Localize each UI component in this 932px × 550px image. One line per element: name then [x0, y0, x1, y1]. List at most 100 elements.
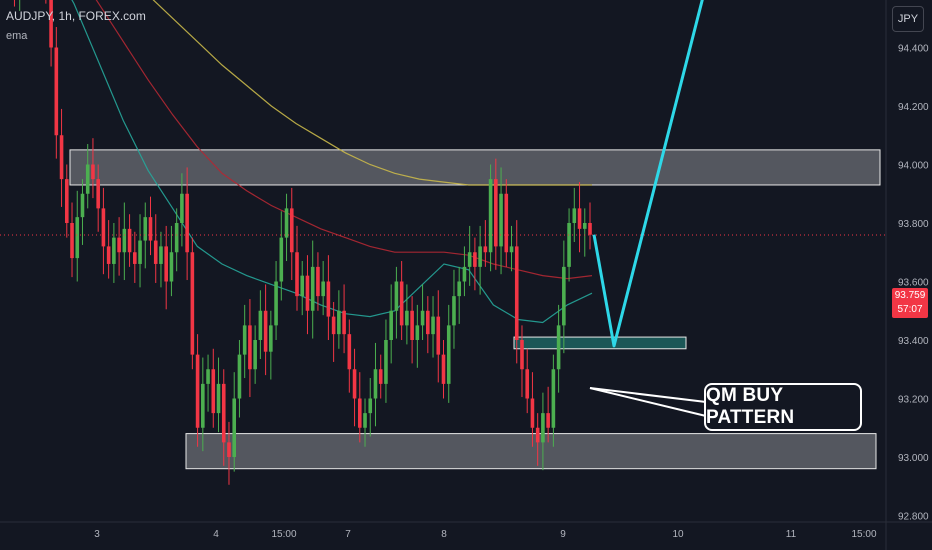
candle-body	[337, 310, 341, 335]
candle-body	[342, 310, 346, 335]
projection-path	[592, 0, 704, 348]
candle-body	[216, 383, 221, 414]
candle-body	[567, 223, 571, 267]
bar-countdown: 57:07	[897, 304, 923, 315]
candle-body	[190, 252, 195, 355]
price-tick-label: 93.200	[898, 395, 929, 406]
candle-body	[232, 398, 237, 457]
candle-body	[274, 281, 278, 326]
candle-body	[572, 208, 577, 223]
candle-body	[446, 325, 451, 384]
candle-body	[352, 369, 357, 399]
price-tick-label: 93.000	[898, 453, 929, 464]
projection-layer	[592, 0, 704, 348]
candle-body	[509, 246, 514, 253]
candle-body	[478, 246, 482, 267]
candle-body	[106, 246, 111, 264]
symbol-title[interactable]: AUDJPY, 1h, FOREX.com	[6, 9, 146, 23]
candle-body	[164, 246, 168, 282]
candle-body	[452, 296, 456, 326]
candle-body	[263, 310, 268, 352]
candle-body	[169, 252, 174, 282]
candle-body	[473, 252, 477, 267]
time-tick-label: 15:00	[271, 529, 296, 540]
candle-body	[462, 266, 467, 282]
candle-body	[551, 369, 556, 428]
candle-body	[122, 228, 127, 253]
candle-body	[180, 193, 184, 223]
candle-body	[494, 179, 498, 247]
candle-body	[410, 310, 414, 340]
candle-body	[85, 164, 90, 194]
indicator-label[interactable]: ema	[6, 30, 28, 42]
candle-body	[54, 47, 59, 136]
candle-body	[483, 246, 488, 253]
candle-body	[426, 310, 430, 335]
candle-body	[541, 413, 545, 443]
price-tick-label: 94.400	[898, 44, 929, 55]
candle-body	[378, 369, 383, 384]
ema-line-3	[152, 0, 592, 186]
candle-body	[289, 208, 294, 253]
candle-body	[504, 193, 509, 253]
candle-body	[148, 217, 153, 241]
candle-body	[112, 237, 116, 264]
time-tick-label: 10	[672, 529, 684, 540]
candle-body	[305, 275, 310, 311]
candle-body	[211, 369, 216, 414]
candle-body	[373, 369, 378, 399]
candle-body	[582, 223, 587, 229]
candle-body	[237, 354, 242, 399]
candle-body	[117, 237, 121, 253]
candle-body	[347, 334, 352, 370]
candle-body	[321, 281, 325, 297]
price-tick-label: 92.800	[898, 512, 929, 523]
candle-body	[535, 427, 540, 443]
pointer-line	[589, 387, 707, 417]
time-axis: 3 4 15:00 7 8 9 10 11 15:00	[94, 529, 877, 540]
time-tick-label: 8	[441, 529, 447, 540]
candle-body	[310, 266, 315, 311]
candle-body	[457, 281, 461, 297]
candle-body	[520, 340, 524, 370]
candle-body	[577, 208, 582, 229]
candle-body	[201, 383, 205, 428]
candle-body	[300, 275, 305, 297]
qm-buy-pattern-label: QM BUY PATTERN	[704, 383, 862, 431]
price-tick-label: 93.800	[898, 219, 929, 230]
candle-body	[159, 246, 163, 264]
annotation-pointer	[589, 387, 707, 417]
candle-body	[556, 325, 561, 370]
candle-body	[467, 252, 472, 267]
candle-body	[248, 325, 252, 370]
candle-body	[70, 223, 74, 259]
candle-body	[75, 217, 80, 259]
candle-body	[530, 398, 535, 428]
time-tick-label: 11	[786, 529, 797, 540]
candle-body	[153, 240, 158, 264]
candle-body	[258, 310, 263, 340]
candle-body	[415, 325, 420, 340]
candle-body	[49, 0, 53, 48]
price-tick-label: 93.600	[898, 278, 929, 289]
candle-body	[368, 398, 373, 414]
candle-body	[242, 325, 247, 355]
buy_zone-zone	[513, 336, 687, 350]
current-price-value: 93.759	[894, 290, 926, 301]
candle-body	[357, 398, 362, 428]
candle-body	[588, 223, 592, 235]
candle-body	[331, 316, 336, 335]
candle-body	[269, 325, 273, 352]
candle-body	[138, 240, 142, 264]
currency-button[interactable]: JPY	[892, 6, 924, 32]
price-tick-label: 94.200	[898, 102, 929, 113]
candle-body	[394, 281, 399, 311]
time-tick-label: 15:00	[851, 529, 876, 540]
candle-body	[206, 369, 210, 384]
time-tick-label: 4	[213, 529, 219, 540]
candle-body	[514, 246, 519, 340]
candle-body	[399, 281, 404, 326]
candle-body	[143, 217, 148, 241]
candle-body	[389, 310, 393, 340]
